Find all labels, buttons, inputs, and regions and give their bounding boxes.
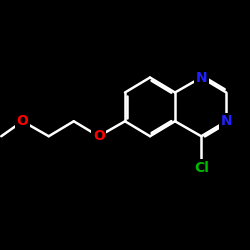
- Text: O: O: [93, 129, 105, 143]
- Text: Cl: Cl: [194, 160, 209, 174]
- Text: N: N: [220, 114, 232, 128]
- Text: N: N: [196, 70, 207, 85]
- Text: O: O: [16, 114, 28, 128]
